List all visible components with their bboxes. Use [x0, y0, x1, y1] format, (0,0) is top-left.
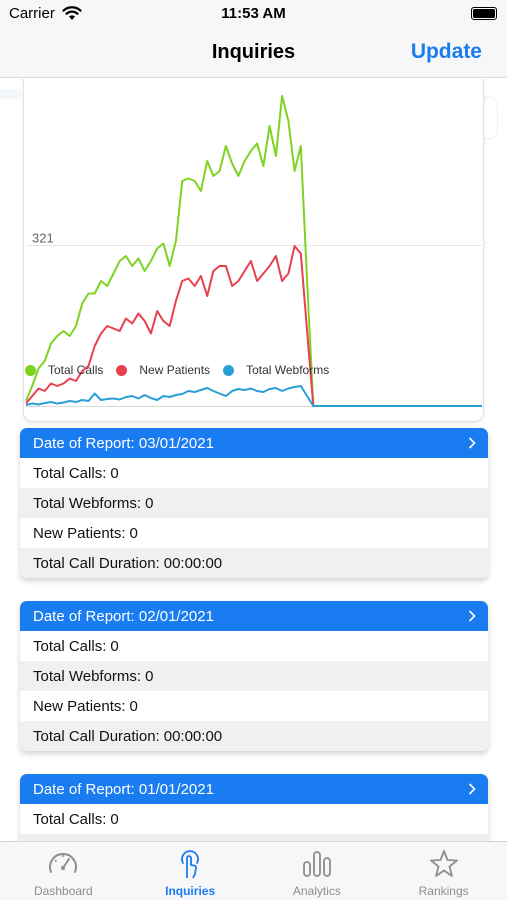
tab-inquiries[interactable]: Inquiries [127, 842, 254, 900]
carrier-label: Carrier [9, 5, 55, 22]
report-row-total-webforms [20, 834, 488, 841]
report-row-new-patients: New Patients: 0 [33, 524, 138, 542]
clock: 11:53 AM [221, 5, 286, 22]
legend-item-total-calls: Total Calls [25, 363, 103, 377]
battery-icon [471, 7, 497, 20]
page-title: Inquiries [211, 41, 296, 63]
tab-label: Rankings [418, 884, 469, 898]
series-line-total-webforms [25, 385, 482, 407]
report-date-label: Date of Report: 03/01/2021 [33, 434, 214, 452]
tab-bar: Dashboard Inquiries Analytics Rankings [0, 841, 507, 900]
report-date-label: Date of Report: 02/01/2021 [33, 607, 214, 625]
report-row-total-webforms: Total Webforms: 0 [20, 488, 488, 518]
touch-icon [181, 850, 200, 879]
tab-dashboard[interactable]: Dashboard [0, 842, 127, 900]
chevron-right-icon [468, 610, 476, 622]
gauge-icon [49, 853, 78, 873]
wifi-icon [62, 6, 82, 20]
report-row-total-calls: Total Calls: 0 [33, 810, 119, 828]
series-line-new-patients [25, 245, 482, 407]
peek-card-right [484, 97, 498, 139]
chart-legend: Total Calls New Patients Total Webforms [25, 361, 342, 379]
legend-dot-icon [25, 364, 36, 376]
report-row-total-webforms: Total Webforms: 0 [20, 661, 488, 691]
update-button[interactable]: Update [410, 40, 482, 63]
series-line-total-calls [25, 95, 482, 407]
report-row-total-calls: Total Calls: 0 [33, 637, 119, 655]
report-row-new-patients: New Patients: 0 [33, 697, 138, 715]
legend-label: Total Calls [48, 363, 104, 377]
inquiries-chart: 321 [23, 79, 484, 422]
report-date-label: Date of Report: 01/01/2021 [33, 780, 214, 798]
report-card: Date of Report: 02/01/2021 Total Calls: 0… [20, 601, 488, 751]
bars-icon [302, 851, 331, 877]
report-card: Date of Report: 03/01/2021 Total Calls: 0… [20, 428, 488, 578]
report-card-header[interactable]: Date of Report: 01/01/2021 [20, 774, 488, 804]
report-row-call-duration: Total Call Duration: 00:00:00 [20, 548, 488, 578]
legend-item-total-webforms: Total Webforms [223, 363, 329, 377]
tab-label: Analytics [292, 884, 341, 898]
scroll-content[interactable]: 321 Total Calls New Patients Total Webfo… [0, 79, 507, 841]
chevron-right-icon [468, 437, 476, 449]
legend-dot-icon [223, 364, 235, 376]
legend-label: New Patients [139, 363, 211, 377]
tab-analytics[interactable]: Analytics [254, 842, 381, 900]
tab-rankings[interactable]: Rankings [380, 842, 507, 900]
star-icon [429, 850, 458, 877]
status-bar: Carrier 11:53 AM [0, 0, 507, 30]
tab-label: Inquiries [165, 884, 216, 898]
navigation-bar: Inquiries Update [0, 30, 507, 78]
tab-label: Dashboard [34, 884, 93, 898]
report-card: Date of Report: 01/01/2021 Total Calls: 0 [20, 774, 488, 841]
chevron-right-icon [468, 783, 476, 795]
chart-canvas: 321 [25, 95, 482, 407]
report-card-header[interactable]: Date of Report: 02/01/2021 [20, 601, 488, 631]
legend-dot-icon [116, 364, 128, 376]
legend-label: Total Webforms [246, 363, 330, 377]
report-row-call-duration: Total Call Duration: 00:00:00 [20, 721, 488, 751]
legend-item-new-patients: New Patients [116, 363, 210, 377]
y-tick-label: 321 [32, 231, 54, 246]
report-row-total-calls: Total Calls: 0 [33, 464, 119, 482]
report-card-header[interactable]: Date of Report: 03/01/2021 [20, 428, 488, 458]
peek-card-left [0, 89, 22, 99]
